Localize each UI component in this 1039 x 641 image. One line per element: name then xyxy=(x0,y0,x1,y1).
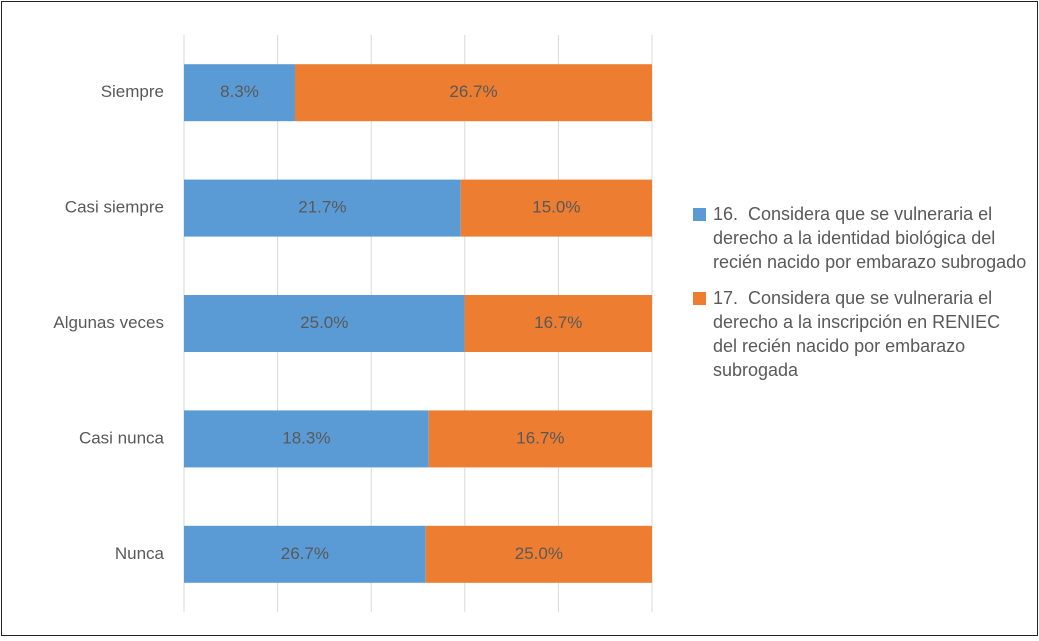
data-label: 15.0% xyxy=(532,198,580,217)
bar-segment xyxy=(184,525,426,583)
legend-item: 17. Considera que se vulneraria el derec… xyxy=(693,286,1028,382)
data-label: 25.0% xyxy=(300,313,348,332)
y-tick-label: Siempre xyxy=(101,82,164,101)
bar-segment xyxy=(184,295,465,352)
bar-segment xyxy=(184,64,295,122)
bar-segment xyxy=(425,525,652,583)
legend-item: 16. Considera que se vulneraria el derec… xyxy=(693,202,1028,274)
legend-swatch xyxy=(693,208,706,221)
bar-segment xyxy=(184,410,429,468)
data-label: 26.7% xyxy=(449,82,497,101)
data-label: 18.3% xyxy=(282,428,330,447)
data-label: 25.0% xyxy=(515,544,563,563)
legend: 16. Considera que se vulneraria el derec… xyxy=(693,202,1028,394)
y-tick-label: Casi siempre xyxy=(65,198,164,217)
y-tick-label: Casi nunca xyxy=(79,428,165,447)
data-label: 8.3% xyxy=(220,82,259,101)
bar-segment xyxy=(184,179,461,237)
legend-label: 16. Considera que se vulneraria el derec… xyxy=(713,204,1027,272)
y-tick-label: Nunca xyxy=(115,544,165,563)
legend-swatch xyxy=(693,292,706,305)
bar-segment xyxy=(464,295,652,352)
data-label: 16.7% xyxy=(516,428,564,447)
y-tick-label: Algunas veces xyxy=(53,313,164,332)
data-label: 21.7% xyxy=(298,198,346,217)
bar-segment xyxy=(460,179,652,237)
bar-segment xyxy=(428,410,652,468)
data-label: 16.7% xyxy=(534,313,582,332)
bar-segment xyxy=(294,64,652,122)
data-label: 26.7% xyxy=(281,544,329,563)
legend-label: 17. Considera que se vulneraria el derec… xyxy=(713,288,1006,380)
